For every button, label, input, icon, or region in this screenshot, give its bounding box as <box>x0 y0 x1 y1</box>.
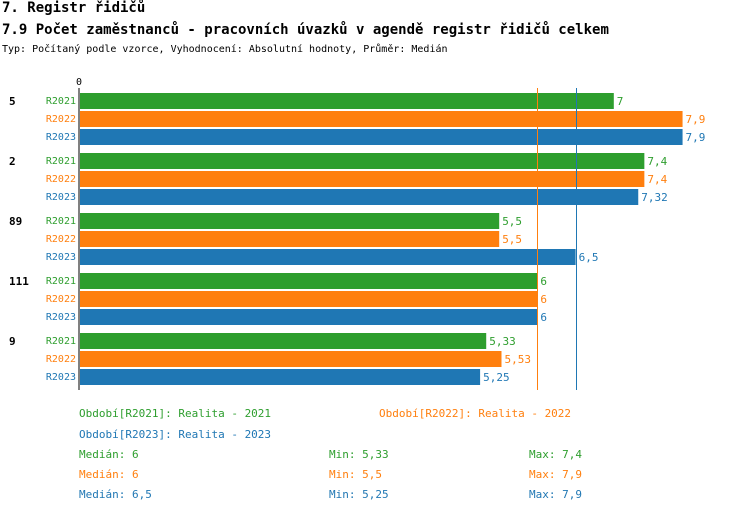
bar <box>80 111 683 127</box>
series-label: R2023 <box>46 372 76 383</box>
bar <box>80 249 576 265</box>
bar <box>80 93 614 109</box>
bar <box>80 213 500 229</box>
stats-r2022-median: Medián: 6 <box>79 468 139 481</box>
category-label: 111 <box>9 275 29 288</box>
series-label: R2022 <box>46 354 76 365</box>
bar <box>80 231 500 247</box>
data-label: 7,9 <box>686 113 706 126</box>
legend-r2023: Období[R2023]: Realita - 2023 <box>79 428 272 441</box>
bar <box>80 351 502 367</box>
stats-r2021-min: Min: 5,33 <box>329 448 389 461</box>
series-label: R2022 <box>46 294 76 305</box>
series-label: R2022 <box>46 234 76 245</box>
category-label: 9 <box>9 335 16 348</box>
bar <box>80 333 487 349</box>
series-label: R2023 <box>46 192 76 203</box>
data-label: 6 <box>540 293 547 306</box>
category-label: 5 <box>9 95 16 108</box>
bar <box>80 189 639 205</box>
stats-r2023-min: Min: 5,25 <box>329 488 389 501</box>
data-label: 5,25 <box>483 371 510 384</box>
series-label: R2021 <box>46 156 76 167</box>
data-label: 6,5 <box>579 251 599 264</box>
chart-title: 7.9 Počet zaměstnanců - pracovních úvazk… <box>2 22 609 38</box>
data-label: 7,4 <box>647 173 667 186</box>
bar <box>80 369 481 385</box>
legend-r2022: Období[R2022]: Realita - 2022 <box>379 407 572 420</box>
data-label: 6 <box>540 275 547 288</box>
category-label: 89 <box>9 215 22 228</box>
series-label: R2023 <box>46 252 76 263</box>
category-label: 2 <box>9 155 16 168</box>
bar-chart: 0 5 R2021 7 R2022 7,9 R2023 7,9 2 R2021 7,4 R2022 7,… <box>9 77 706 390</box>
data-label: 5,33 <box>489 335 516 348</box>
data-label: 5,5 <box>502 233 522 246</box>
chart-subtitle: Typ: Počítaný podle vzorce, Vyhodnocení:… <box>2 44 448 55</box>
series-label: R2021 <box>46 216 76 227</box>
stats-r2023-max: Max: 7,9 <box>529 488 582 501</box>
data-label: 7 <box>617 95 624 108</box>
bar <box>80 153 645 169</box>
axis-zero-label: 0 <box>76 77 82 88</box>
series-label: R2023 <box>46 132 76 143</box>
series-label: R2021 <box>46 276 76 287</box>
data-label: 5,5 <box>502 215 522 228</box>
stats-r2022-min: Min: 5,5 <box>329 468 382 481</box>
series-label: R2021 <box>46 336 76 347</box>
stats-r2022-max: Max: 7,9 <box>529 468 582 481</box>
bar <box>80 291 538 307</box>
data-label: 7,32 <box>641 191 668 204</box>
stats-r2023-median: Medián: 6,5 <box>79 488 152 501</box>
data-label: 7,4 <box>647 155 667 168</box>
bar <box>80 309 538 325</box>
series-label: R2023 <box>46 312 76 323</box>
legend-r2021: Období[R2021]: Realita - 2021 <box>79 407 272 420</box>
bar <box>80 129 683 145</box>
bar <box>80 171 645 187</box>
bar <box>80 273 538 289</box>
data-label: 7,9 <box>686 131 706 144</box>
stats-r2021-max: Max: 7,4 <box>529 448 582 461</box>
data-label: 6 <box>540 311 547 324</box>
section-title: 7. Registr řidičů <box>2 0 146 16</box>
stats-r2021-median: Medián: 6 <box>79 448 139 461</box>
series-label: R2021 <box>46 96 76 107</box>
series-label: R2022 <box>46 114 76 125</box>
data-label: 5,53 <box>504 353 531 366</box>
series-label: R2022 <box>46 174 76 185</box>
